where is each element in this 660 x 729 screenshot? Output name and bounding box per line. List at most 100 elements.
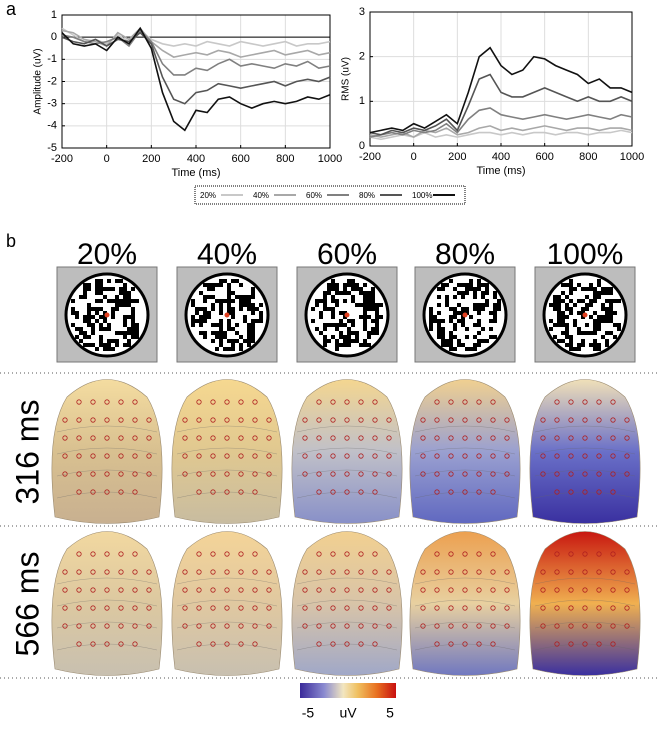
dot <box>573 319 577 323</box>
dot <box>259 315 263 319</box>
dot <box>99 307 103 311</box>
electrode <box>420 605 426 611</box>
dot <box>613 335 617 339</box>
x-tick-label: 1000 <box>318 153 342 165</box>
electrode <box>90 569 96 575</box>
dot <box>465 307 469 311</box>
dot <box>219 339 223 343</box>
dot <box>453 307 457 311</box>
electrode <box>146 435 152 441</box>
dot <box>331 279 335 283</box>
x-tick-label: 400 <box>187 153 205 165</box>
electrode <box>224 551 230 557</box>
electrode <box>132 551 138 557</box>
dot <box>473 291 477 295</box>
electrode <box>76 641 82 647</box>
dot <box>335 339 339 343</box>
dot <box>359 315 363 319</box>
dot <box>99 287 103 291</box>
electrode <box>302 471 308 477</box>
dot <box>485 291 489 295</box>
dot <box>327 283 331 287</box>
electrode <box>316 569 322 575</box>
dot <box>87 311 91 315</box>
dot <box>367 303 371 307</box>
electrode <box>554 551 560 557</box>
electrode <box>266 453 272 459</box>
contour <box>56 621 158 629</box>
electrode <box>568 587 574 593</box>
contour <box>534 425 636 433</box>
dot <box>215 335 219 339</box>
dot <box>441 343 445 347</box>
dot <box>485 299 489 303</box>
dot <box>335 343 339 347</box>
electrode <box>554 435 560 441</box>
dot <box>449 307 453 311</box>
head-map <box>51 379 163 524</box>
electrode <box>302 605 308 611</box>
contour <box>56 491 158 499</box>
dot <box>335 283 339 287</box>
data-line <box>61 31 331 105</box>
dot <box>453 311 457 315</box>
dot <box>323 323 327 327</box>
dot <box>91 307 95 311</box>
dot <box>465 283 469 287</box>
dot <box>367 307 371 311</box>
electrode <box>266 605 272 611</box>
dot <box>597 315 601 319</box>
dot <box>473 287 477 291</box>
dot <box>605 319 609 323</box>
electrode <box>448 399 454 405</box>
dot <box>315 299 319 303</box>
dot <box>605 291 609 295</box>
dot <box>251 295 255 299</box>
electrode <box>568 623 574 629</box>
dot <box>453 327 457 331</box>
dot <box>115 343 119 347</box>
dot <box>227 319 231 323</box>
electrode <box>582 489 588 495</box>
dot <box>135 331 139 335</box>
dot <box>107 339 111 343</box>
dot <box>251 327 255 331</box>
electrode <box>238 453 244 459</box>
dot <box>461 295 465 299</box>
electrode <box>568 605 574 611</box>
electrode <box>358 453 364 459</box>
electrode <box>476 605 482 611</box>
dot <box>219 283 223 287</box>
contour <box>534 643 636 651</box>
dot <box>119 303 123 307</box>
dot <box>457 291 461 295</box>
electrode <box>490 641 496 647</box>
dot <box>323 295 327 299</box>
electrode <box>582 417 588 423</box>
contour <box>176 577 278 585</box>
dot <box>87 319 91 323</box>
electrode <box>624 587 630 593</box>
dot <box>449 339 453 343</box>
electrode <box>104 489 110 495</box>
dot <box>339 311 343 315</box>
electrode <box>90 641 96 647</box>
dot <box>553 295 557 299</box>
electrode <box>434 605 440 611</box>
electrode <box>582 453 588 459</box>
dot <box>363 291 367 295</box>
dot <box>429 323 433 327</box>
electrode <box>624 471 630 477</box>
dot <box>589 283 593 287</box>
electrode <box>624 569 630 575</box>
electrode <box>596 551 602 557</box>
dot <box>465 327 469 331</box>
dot <box>371 295 375 299</box>
dot <box>335 299 339 303</box>
y-tick-label: 2 <box>359 51 365 63</box>
dot <box>131 331 135 335</box>
dot <box>215 347 219 351</box>
electrode <box>476 569 482 575</box>
dot <box>239 347 243 351</box>
dot <box>449 343 453 347</box>
